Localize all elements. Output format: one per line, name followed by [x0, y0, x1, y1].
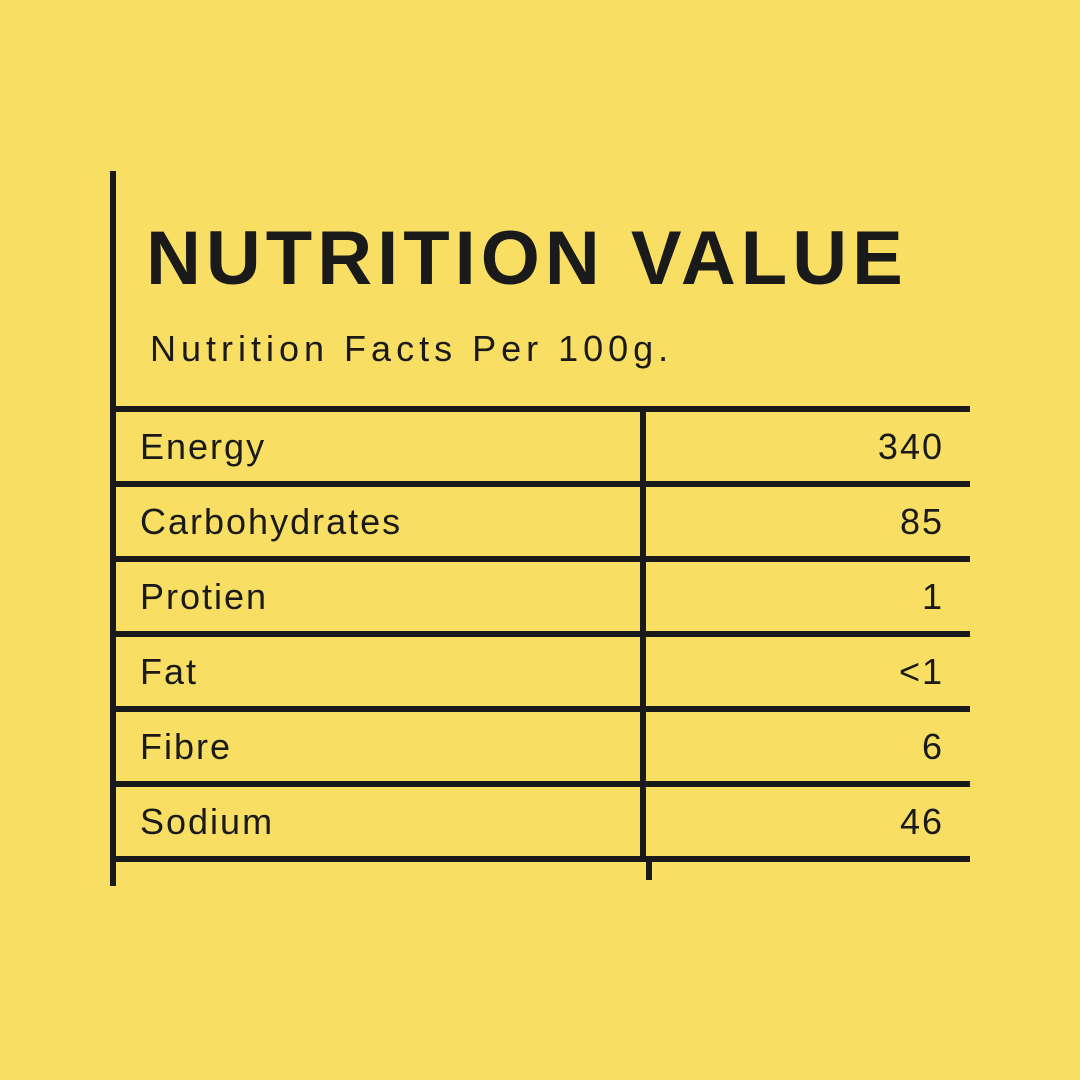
table-row: Carbohydrates 85	[116, 487, 970, 562]
table-row: Fibre 6	[116, 712, 970, 787]
nutrient-value: 6	[646, 712, 970, 781]
table-row: Protien 1	[116, 562, 970, 637]
table-row: Sodium 46	[116, 787, 970, 862]
panel-title: NUTRITION VALUE	[146, 215, 960, 302]
table-row: Fat <1	[116, 637, 970, 712]
border-tick-divider	[646, 862, 652, 880]
border-tick-bottom	[110, 862, 116, 886]
nutrient-label: Carbohydrates	[116, 487, 646, 556]
nutrient-label: Energy	[116, 412, 646, 481]
nutrient-value: <1	[646, 637, 970, 706]
nutrient-label: Sodium	[116, 787, 646, 856]
table-row: Energy 340	[116, 412, 970, 487]
nutrition-panel: NUTRITION VALUE Nutrition Facts Per 100g…	[110, 195, 970, 862]
panel-subtitle: Nutrition Facts Per 100g.	[146, 328, 960, 370]
border-tick-top	[110, 171, 116, 195]
nutrient-value: 1	[646, 562, 970, 631]
nutrient-value: 340	[646, 412, 970, 481]
nutrient-label: Fat	[116, 637, 646, 706]
nutrient-value: 85	[646, 487, 970, 556]
nutrient-label: Fibre	[116, 712, 646, 781]
panel-header: NUTRITION VALUE Nutrition Facts Per 100g…	[116, 195, 970, 406]
nutrient-label: Protien	[116, 562, 646, 631]
nutrition-table: Energy 340 Carbohydrates 85 Protien 1 Fa…	[116, 406, 970, 862]
nutrient-value: 46	[646, 787, 970, 856]
